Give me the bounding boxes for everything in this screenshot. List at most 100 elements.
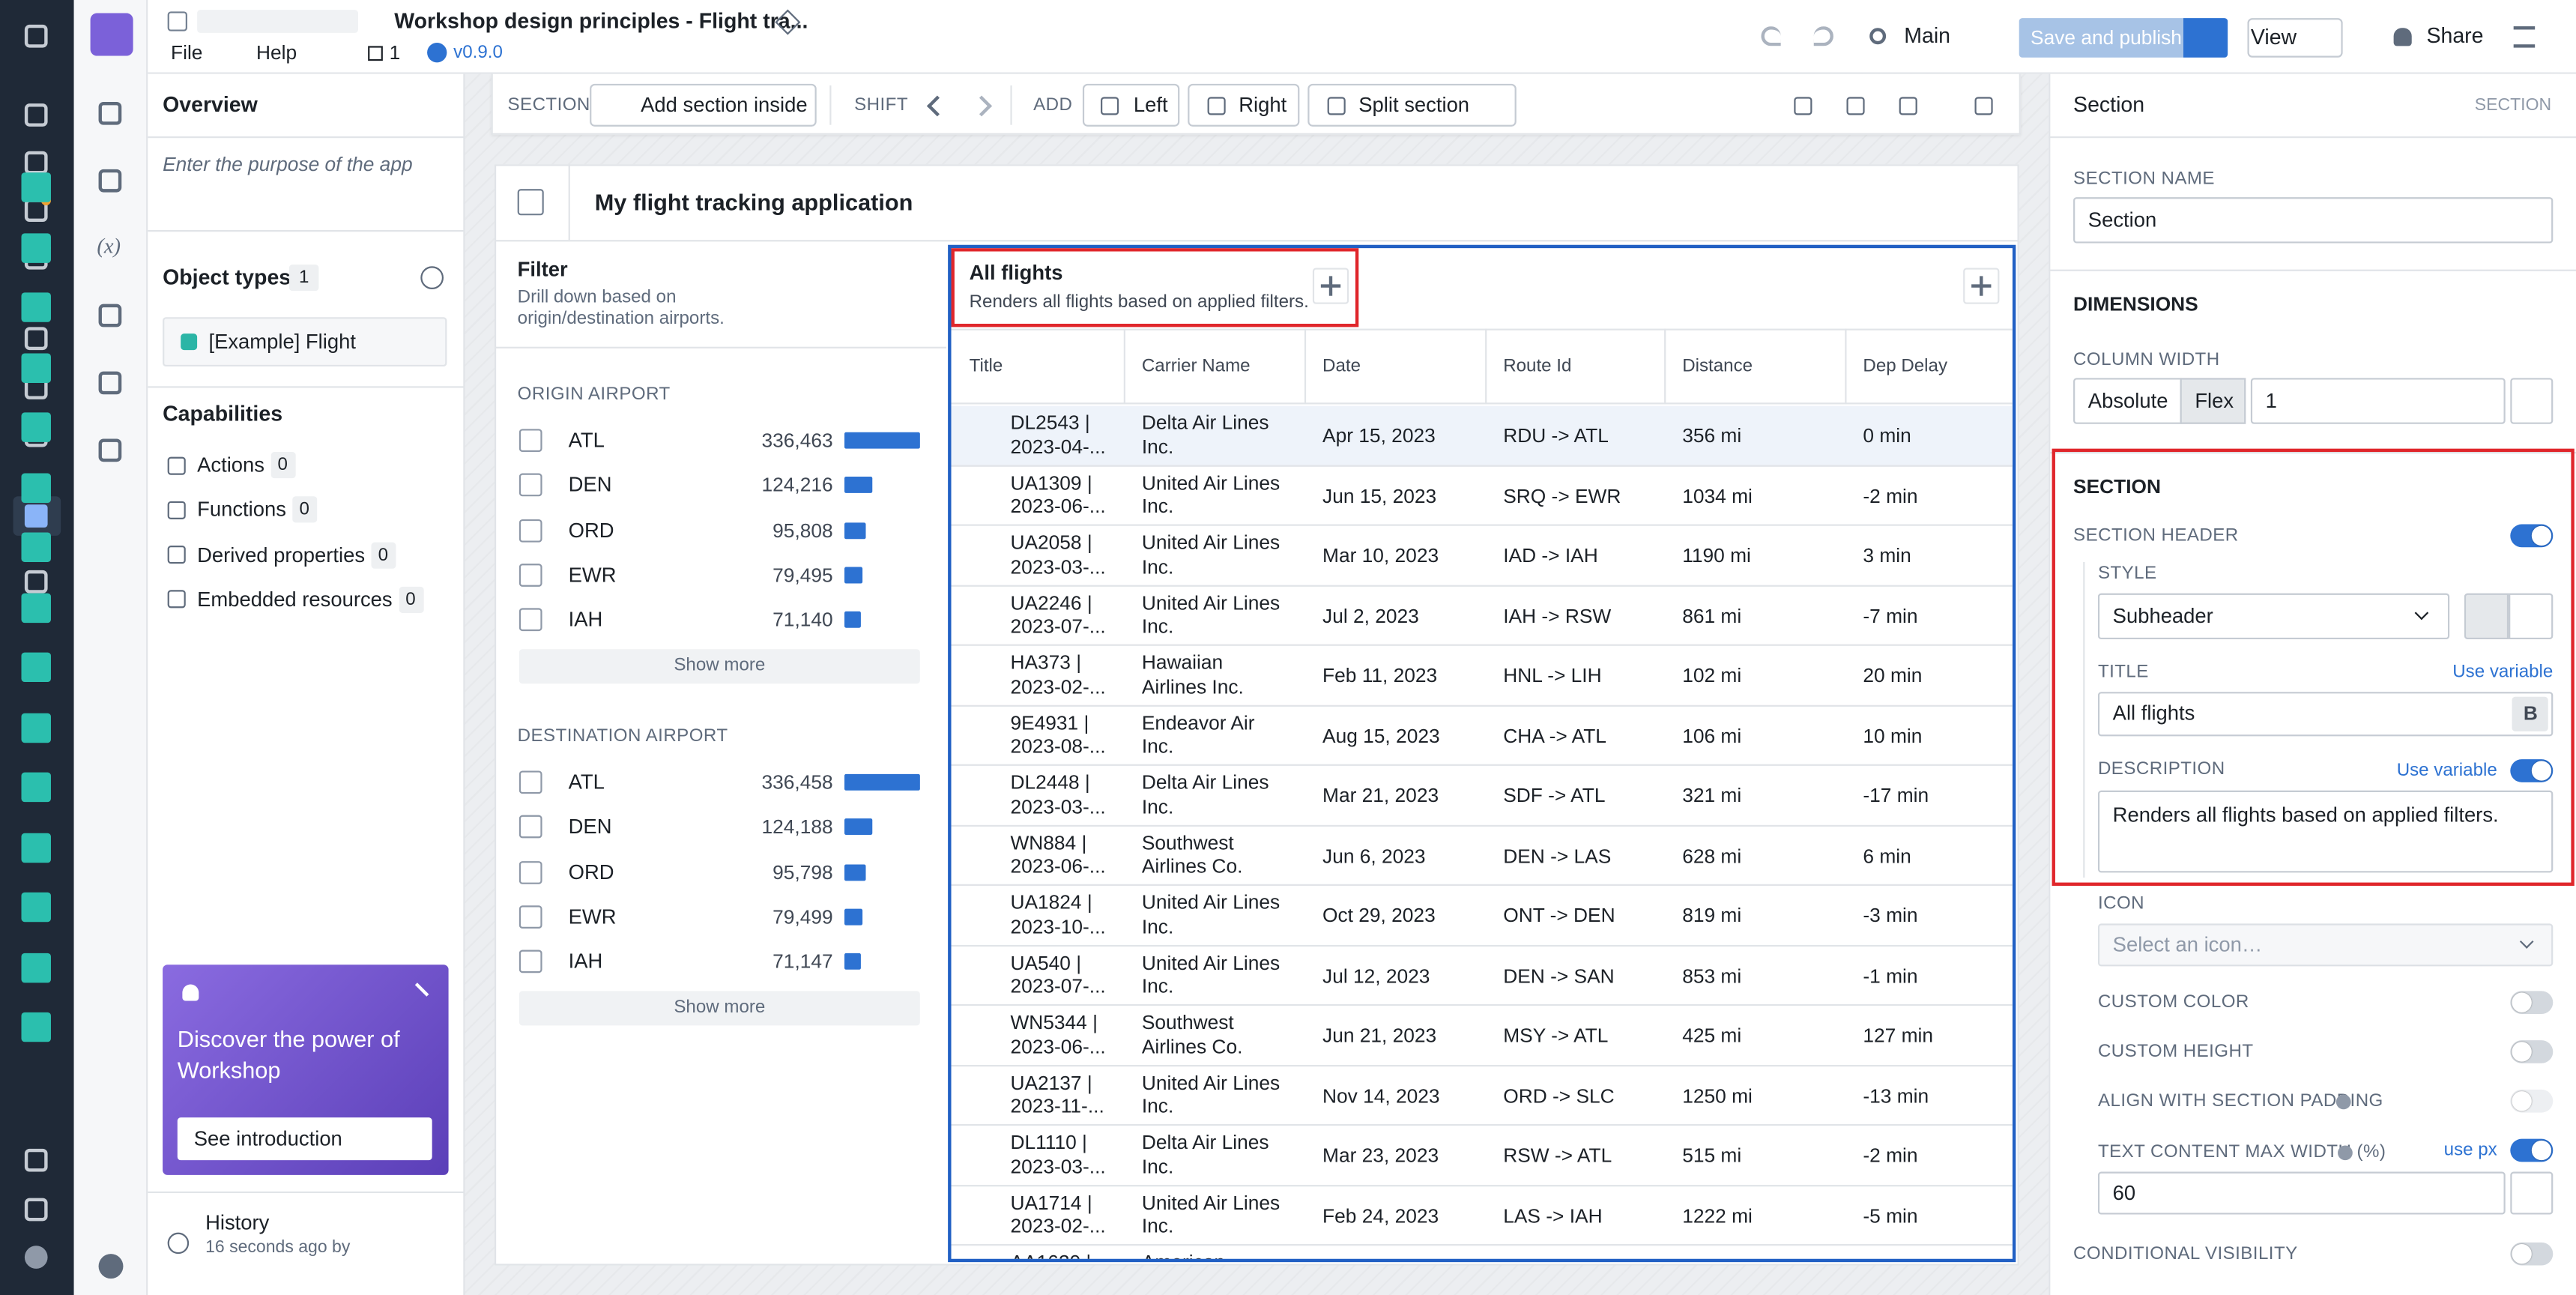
count-bar xyxy=(844,522,866,538)
menu-file[interactable]: File xyxy=(171,40,202,66)
capability-count: 0 xyxy=(405,587,415,613)
column-header[interactable]: Route Id xyxy=(1503,353,1571,379)
column-header[interactable]: Dep Delay xyxy=(1863,353,1947,379)
checkbox[interactable] xyxy=(519,770,542,794)
table-cell: ORD -> SLC xyxy=(1503,1082,1614,1108)
share-button[interactable]: Share xyxy=(2426,23,2483,49)
breadcrumb-title[interactable]: Workshop design principles - Flight tra.… xyxy=(394,8,808,34)
nav-icon xyxy=(25,25,48,48)
table-cell: Feb 11, 2023 xyxy=(1322,662,1437,689)
checkbox[interactable] xyxy=(519,905,542,929)
use-variable-link[interactable]: Use variable xyxy=(2452,659,2553,685)
select-placeholder: Select an icon… xyxy=(2113,932,2263,958)
use-px-link[interactable]: use px xyxy=(2444,1137,2497,1163)
nav-icon xyxy=(25,1198,48,1222)
capabilities-title: Capabilities xyxy=(163,401,282,427)
checkbox[interactable] xyxy=(519,474,542,497)
table-cell: 3 min xyxy=(1863,543,1911,569)
toggle[interactable] xyxy=(2510,991,2553,1014)
nav-icon xyxy=(25,570,48,594)
inspector-tag: SECTION xyxy=(2475,92,2551,118)
field-label: TITLE xyxy=(2098,659,2149,685)
view-label: View xyxy=(2251,25,2297,51)
checkbox[interactable] xyxy=(519,429,542,452)
plus xyxy=(1329,276,1332,295)
capability-label[interactable]: Functions xyxy=(197,497,286,523)
rail-icon xyxy=(99,169,122,193)
version-badge[interactable]: v0.9.0 xyxy=(453,40,503,66)
checkbox[interactable] xyxy=(519,950,542,973)
input-value: Section xyxy=(2088,207,2156,233)
toolbar-sep xyxy=(1010,85,1012,125)
nav-icon xyxy=(25,327,48,350)
table-cell: Mar 21, 2023 xyxy=(1322,782,1439,809)
number-input[interactable] xyxy=(2098,1172,2506,1215)
row-icon xyxy=(22,593,51,622)
show-more-label: Show more xyxy=(519,994,920,1021)
object-types-title: Object types xyxy=(163,265,291,291)
table-cell: -2 min xyxy=(1863,483,1917,509)
table-cell: IAH -> RSW xyxy=(1503,603,1611,629)
airport-code: ATL xyxy=(569,769,605,795)
checkbox[interactable] xyxy=(519,815,542,839)
toggle[interactable] xyxy=(2510,1243,2553,1266)
column-header[interactable]: Date xyxy=(1322,353,1361,379)
column-header[interactable]: Distance xyxy=(1682,353,1753,379)
checkbox[interactable] xyxy=(519,860,542,884)
use-variable-link[interactable]: Use variable xyxy=(2397,758,2497,784)
table-cell: UA2246 | 2023-07-... xyxy=(1010,591,1122,640)
table-cell: 425 mi xyxy=(1682,1022,1741,1048)
spinner[interactable] xyxy=(2510,378,2553,423)
table-cell: HA373 | 2023-02-... xyxy=(1010,650,1122,700)
promo-button-label: See introduction xyxy=(194,1126,342,1152)
toggle[interactable] xyxy=(2510,1090,2553,1113)
table-cell: United Air Lines Inc. xyxy=(1142,1071,1281,1120)
version-check xyxy=(427,43,447,62)
capability-icon xyxy=(167,456,185,474)
field-label: DESCRIPTION xyxy=(2098,756,2225,782)
table-cell: 10 min xyxy=(1863,722,1922,749)
table-cell: 356 mi xyxy=(1682,423,1741,449)
checkbox[interactable] xyxy=(519,609,542,632)
column-header[interactable]: Title xyxy=(970,353,1003,379)
spinner[interactable] xyxy=(2510,1172,2553,1215)
field-label: SECTION NAME xyxy=(2073,166,2215,192)
overview-title: Overview xyxy=(163,92,258,118)
capability-label[interactable]: Actions xyxy=(197,452,264,478)
table-cell: 9E4931 | 2023-08-... xyxy=(1010,710,1122,760)
checkbox[interactable] xyxy=(519,519,542,542)
input-value: All flights xyxy=(2113,700,2195,726)
column-header[interactable]: Carrier Name xyxy=(1142,353,1251,379)
number-input[interactable] xyxy=(2251,378,2506,423)
toggle[interactable] xyxy=(2510,1139,2553,1162)
table-cell: UA540 | 2023-07-... xyxy=(1010,951,1122,1000)
toggle[interactable] xyxy=(2510,525,2553,548)
menu-help[interactable]: Help xyxy=(256,40,297,66)
capability-label[interactable]: Derived properties xyxy=(197,542,365,568)
table-cell: DL1110 | 2023-03-... xyxy=(1010,1131,1122,1180)
bold-label: B xyxy=(2524,700,2538,726)
align-button[interactable] xyxy=(2509,594,2553,639)
dependency-icon xyxy=(367,45,382,60)
align-button[interactable] xyxy=(2464,594,2509,639)
row-icon xyxy=(22,653,51,682)
branch-selector[interactable]: Main xyxy=(1904,23,1950,49)
capability-label[interactable]: Embedded resources xyxy=(197,587,393,613)
toggle[interactable] xyxy=(2510,1040,2553,1063)
table-cell: ONT -> DEN xyxy=(1503,902,1615,929)
airport-code: IAH xyxy=(569,949,603,975)
toggle-knob xyxy=(2512,1091,2531,1111)
field-label: SECTION HEADER xyxy=(2073,522,2239,549)
airport-count: 71,140 xyxy=(773,607,832,633)
table-cell: Jul 12, 2023 xyxy=(1322,962,1430,988)
table-cell: 102 mi xyxy=(1682,662,1741,689)
checkbox[interactable] xyxy=(519,564,542,587)
table-cell: Mar 23, 2023 xyxy=(1322,1142,1439,1168)
table-cell: 1250 mi xyxy=(1682,1082,1753,1108)
toggle[interactable] xyxy=(2510,759,2553,782)
save-dropdown[interactable] xyxy=(2183,18,2228,58)
table-cell: CHA -> ATL xyxy=(1503,722,1606,749)
column-sep xyxy=(1124,329,1125,405)
table-cell: Oct 29, 2023 xyxy=(1322,902,1436,929)
airport-count: 336,458 xyxy=(762,769,833,795)
